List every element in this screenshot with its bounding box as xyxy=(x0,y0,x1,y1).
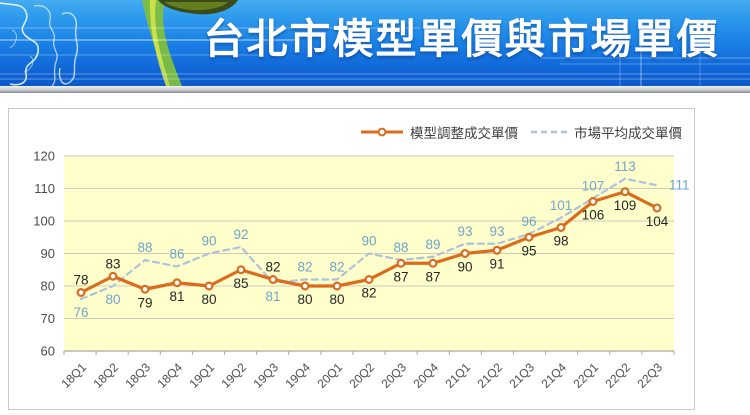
data-point-marker xyxy=(652,203,662,213)
page-title: 台北市模型單價與市場單價 xyxy=(203,16,720,62)
data-point-marker xyxy=(108,271,118,281)
value-label-model: 78 xyxy=(73,273,88,288)
data-point-marker xyxy=(620,187,630,197)
value-label-market: 113 xyxy=(614,159,636,174)
x-tick-label: 19Q2 xyxy=(218,360,249,391)
value-label-market: 88 xyxy=(137,240,152,255)
x-tick-label: 19Q1 xyxy=(186,360,217,391)
value-label-market: 111 xyxy=(669,177,690,192)
value-label-market: 86 xyxy=(169,247,184,262)
data-point-marker xyxy=(236,265,246,275)
value-label-model: 98 xyxy=(553,234,568,249)
map-decoration xyxy=(0,0,238,86)
dashed-line-icon xyxy=(531,130,567,134)
y-tick-label: 80 xyxy=(41,279,55,294)
data-point-marker xyxy=(428,258,438,268)
value-label-model: 91 xyxy=(489,256,504,271)
x-tick-label: 22Q2 xyxy=(602,360,633,391)
value-label-market: 82 xyxy=(297,260,312,275)
data-point-marker xyxy=(460,248,470,258)
value-label-model: 87 xyxy=(393,269,408,284)
y-tick-label: 60 xyxy=(41,344,55,359)
x-tick-label: 18Q4 xyxy=(154,360,185,391)
value-label-market: 89 xyxy=(425,237,440,252)
solid-line-marker-icon xyxy=(361,127,403,137)
value-label-market: 93 xyxy=(457,224,472,239)
legend-label-model: 模型調整成交單價 xyxy=(410,126,518,141)
data-point-marker xyxy=(492,245,502,255)
legend-item-market: 市場平均成交單價 xyxy=(530,122,682,142)
x-tick-label: 20Q1 xyxy=(314,360,345,391)
value-label-market: 93 xyxy=(489,224,504,239)
data-point-marker xyxy=(268,274,278,284)
value-label-market: 90 xyxy=(201,234,216,249)
value-label-model: 82 xyxy=(361,286,376,301)
x-tick-label: 21Q3 xyxy=(506,360,537,391)
chart-legend: 模型調整成交單價 市場平均成交單價 xyxy=(360,122,682,142)
data-point-marker xyxy=(140,284,150,294)
x-tick-label: 18Q3 xyxy=(122,360,153,391)
value-label-model: 80 xyxy=(329,292,344,307)
value-label-market: 92 xyxy=(233,227,248,242)
value-label-model: 82 xyxy=(265,260,280,275)
header-banner: 台北市模型單價與市場單價 xyxy=(0,0,750,93)
x-tick-label: 21Q1 xyxy=(442,360,473,391)
data-point-marker xyxy=(588,196,598,206)
data-point-marker xyxy=(172,278,182,288)
value-label-market: 80 xyxy=(105,292,120,307)
y-tick-label: 110 xyxy=(34,181,55,196)
banner-streak-lines xyxy=(0,27,750,86)
data-point-marker xyxy=(204,281,214,291)
chart-card: 模型調整成交單價 市場平均成交單價 60 70 80 90 100 110 120 18Q1 1… xyxy=(8,108,695,410)
x-tick-label: 20Q4 xyxy=(410,360,441,391)
x-tick-label: 22Q3 xyxy=(634,360,665,391)
value-label-model: 80 xyxy=(297,292,312,307)
y-tick-label: 100 xyxy=(33,214,55,229)
value-label-market: 96 xyxy=(521,214,536,229)
data-point-marker xyxy=(524,232,534,242)
legend-label-market: 市場平均成交單價 xyxy=(574,126,682,141)
x-tick-label: 20Q2 xyxy=(346,360,377,391)
value-label-model: 109 xyxy=(614,198,637,213)
x-tick-label: 19Q3 xyxy=(250,360,281,391)
value-label-model: 80 xyxy=(201,292,216,307)
x-tick-label: 18Q1 xyxy=(58,360,89,391)
value-label-market: 76 xyxy=(73,305,88,320)
value-label-market: 88 xyxy=(393,240,408,255)
data-point-marker xyxy=(76,288,86,298)
value-label-model: 104 xyxy=(646,214,669,229)
x-tick-label: 18Q2 xyxy=(90,360,121,391)
value-label-market: 101 xyxy=(550,198,573,213)
value-label-model: 95 xyxy=(521,243,536,258)
value-label-model: 79 xyxy=(137,295,152,310)
banner-bottom-bar xyxy=(0,86,750,93)
value-label-market: 81 xyxy=(265,289,280,304)
legend-item-model: 模型調整成交單價 xyxy=(360,122,518,142)
data-point-marker xyxy=(364,274,374,284)
x-tick-label: 20Q3 xyxy=(378,360,409,391)
x-tick-label: 21Q4 xyxy=(538,360,569,391)
value-label-market: 107 xyxy=(582,178,605,193)
data-point-marker xyxy=(396,258,406,268)
value-label-market: 90 xyxy=(361,234,376,249)
y-tick-label: 70 xyxy=(41,311,55,326)
value-label-model: 83 xyxy=(105,256,120,271)
data-point-marker xyxy=(556,222,566,232)
value-label-model: 81 xyxy=(169,289,184,304)
value-label-model: 106 xyxy=(582,208,605,223)
value-label-model: 87 xyxy=(425,269,440,284)
data-point-marker xyxy=(332,281,342,291)
y-tick-label: 120 xyxy=(33,149,55,164)
value-label-market: 82 xyxy=(329,260,344,275)
data-point-marker xyxy=(300,281,310,291)
x-tick-label: 22Q1 xyxy=(570,360,601,391)
value-label-model: 90 xyxy=(457,260,472,275)
value-label-model: 85 xyxy=(233,276,248,291)
series-line-market xyxy=(79,177,659,301)
x-tick-label: 21Q2 xyxy=(474,360,505,391)
y-tick-label: 90 xyxy=(41,246,55,261)
x-tick-label: 19Q4 xyxy=(282,360,313,391)
